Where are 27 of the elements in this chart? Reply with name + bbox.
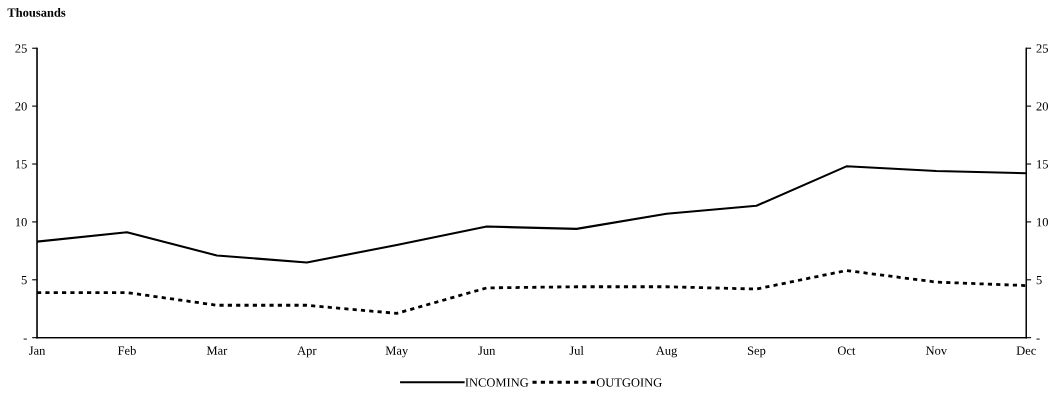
x-tick-label: Sep [747,346,766,358]
x-tick-label: Nov [925,346,948,355]
x-tick-label: Aug [655,346,678,358]
x-tick-label: Oct [837,346,856,355]
x-tick-label: Jun [478,346,496,355]
legend-label: INCOMING [465,378,529,387]
y-tick-label: 10 [15,217,27,227]
x-tick-label: Apr [297,346,317,358]
y-tick-label: 5 [21,275,27,285]
x-tick-label: Jul [569,346,584,355]
y2-tick-label: 15 [1037,160,1048,169]
y-axis-title: Thousands [7,7,66,17]
y2-tick-label: 10 [1037,217,1049,227]
y2-tick-label: 5 [1036,275,1042,285]
y2-tick-label: 20 [1036,102,1049,111]
y-tick-label: 20 [15,102,27,111]
legend-label: OUTGOING [596,378,662,387]
x-tick-label: Jan [28,346,46,355]
y-tick-label: 25 [15,44,27,53]
x-tick-label: Feb [117,346,136,355]
x-tick-label: May [385,346,409,358]
y-tick-label: 15 [15,160,27,169]
x-tick-label: Dec [1016,346,1036,355]
y2-tick-label: - [1036,338,1040,340]
y2-tick-label: 25 [1036,44,1048,53]
y-tick-label: - [23,338,27,340]
x-tick-label: Mar [206,346,228,355]
